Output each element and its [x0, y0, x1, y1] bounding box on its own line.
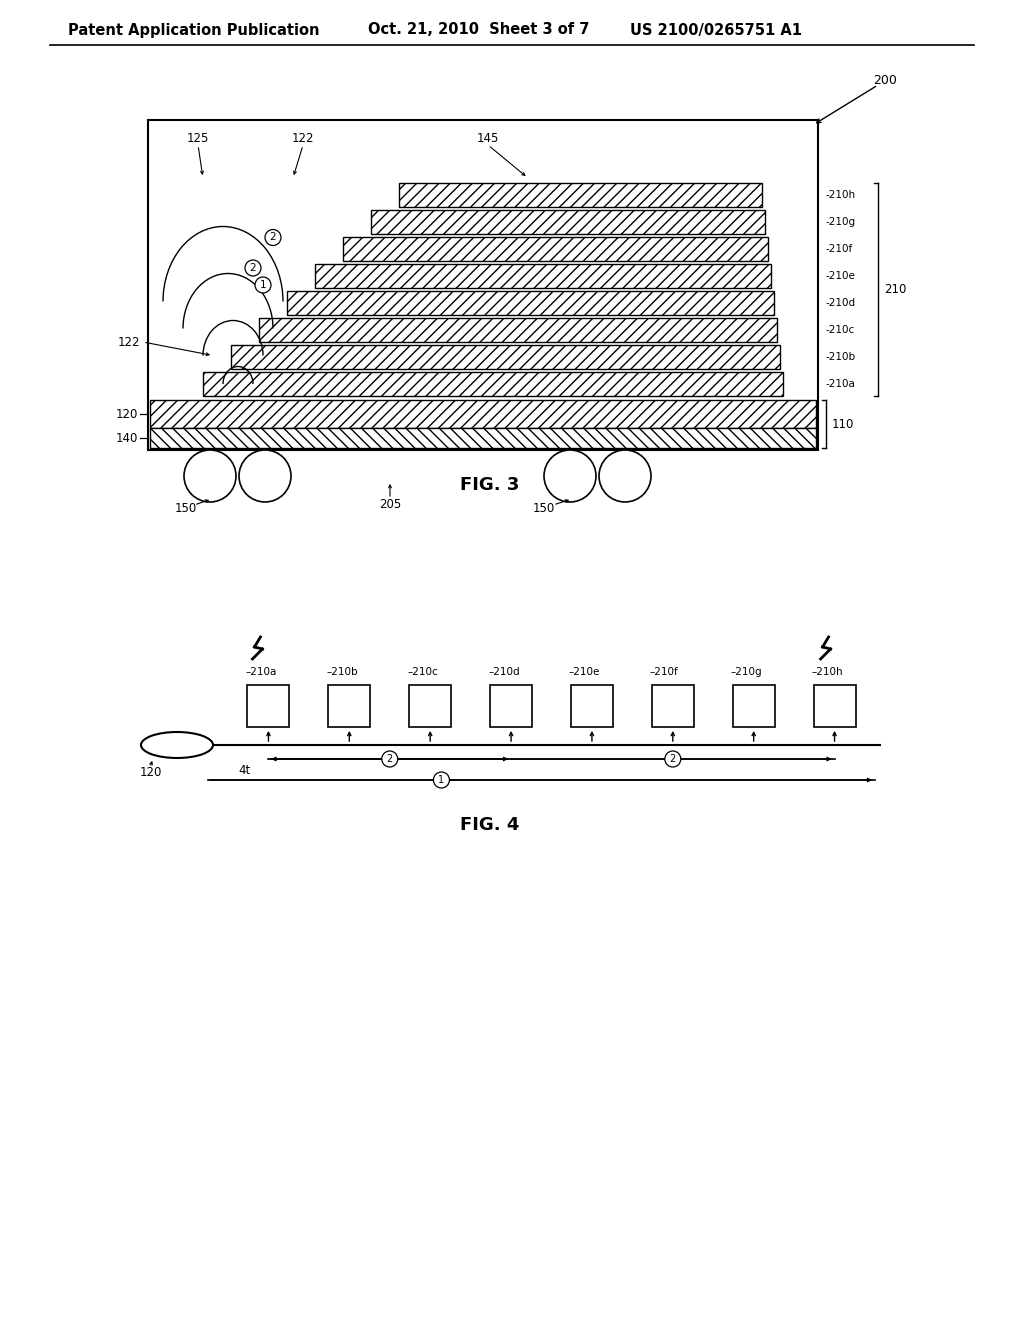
Circle shape	[255, 277, 271, 293]
Bar	[343, 238, 768, 261]
Bar	[150, 428, 816, 447]
Bar	[652, 685, 694, 727]
Text: -210a: -210a	[826, 379, 856, 389]
Text: 125: 125	[186, 132, 209, 144]
Text: Patent Application Publication: Patent Application Publication	[68, 22, 319, 37]
Circle shape	[265, 230, 281, 246]
Text: -210c: -210c	[826, 325, 855, 335]
Text: 140: 140	[116, 432, 138, 445]
Text: 2: 2	[269, 232, 276, 243]
Bar	[410, 685, 452, 727]
Bar	[150, 400, 816, 428]
Text: -210d: -210d	[826, 298, 856, 308]
Text: -210h: -210h	[826, 190, 856, 201]
Text: –210d: –210d	[488, 667, 520, 677]
Text: 150: 150	[534, 502, 555, 515]
Text: 205: 205	[379, 498, 401, 511]
Circle shape	[433, 772, 450, 788]
Text: US 2100/0265751 A1: US 2100/0265751 A1	[630, 22, 802, 37]
Circle shape	[382, 751, 397, 767]
Text: -210f: -210f	[826, 244, 853, 253]
Text: 2: 2	[670, 754, 676, 764]
Text: 122: 122	[292, 132, 314, 144]
Text: –210b: –210b	[327, 667, 358, 677]
Text: 1: 1	[438, 775, 444, 785]
Bar	[287, 290, 774, 315]
Text: 145: 145	[477, 132, 499, 144]
Circle shape	[665, 751, 681, 767]
Bar	[571, 685, 613, 727]
Text: FIG. 4: FIG. 4	[461, 816, 520, 834]
Text: 200: 200	[873, 74, 897, 87]
Bar	[813, 685, 856, 727]
Text: 110: 110	[831, 417, 854, 430]
Bar	[203, 372, 783, 396]
Ellipse shape	[141, 733, 213, 758]
Circle shape	[599, 450, 651, 502]
Bar	[231, 345, 780, 370]
Text: –210g: –210g	[731, 667, 762, 677]
Bar	[148, 120, 818, 450]
Text: -210e: -210e	[826, 271, 856, 281]
Text: –210h: –210h	[812, 667, 843, 677]
Text: -210g: -210g	[826, 216, 856, 227]
Circle shape	[239, 450, 291, 502]
Text: 122: 122	[118, 335, 140, 348]
Bar	[490, 685, 532, 727]
Text: 1: 1	[260, 280, 266, 290]
Text: –210e: –210e	[569, 667, 600, 677]
Text: 120: 120	[140, 767, 163, 780]
Text: 150: 150	[175, 502, 198, 515]
Bar	[248, 685, 290, 727]
Bar	[399, 183, 762, 207]
Circle shape	[544, 450, 596, 502]
Text: -210b: -210b	[826, 352, 856, 362]
Text: FIG. 3: FIG. 3	[461, 477, 520, 494]
Circle shape	[245, 260, 261, 276]
Text: 210: 210	[884, 282, 906, 296]
Text: –210c: –210c	[408, 667, 438, 677]
Text: 4t: 4t	[238, 763, 250, 776]
Text: 2: 2	[387, 754, 393, 764]
Circle shape	[184, 450, 236, 502]
Bar	[315, 264, 771, 288]
Bar	[371, 210, 765, 234]
Bar	[329, 685, 371, 727]
Text: 2: 2	[250, 263, 256, 273]
Text: Oct. 21, 2010  Sheet 3 of 7: Oct. 21, 2010 Sheet 3 of 7	[368, 22, 590, 37]
Text: –210f: –210f	[650, 667, 679, 677]
Bar	[259, 318, 777, 342]
Text: 120: 120	[116, 408, 138, 421]
Bar	[733, 685, 775, 727]
Text: –210a: –210a	[246, 667, 276, 677]
